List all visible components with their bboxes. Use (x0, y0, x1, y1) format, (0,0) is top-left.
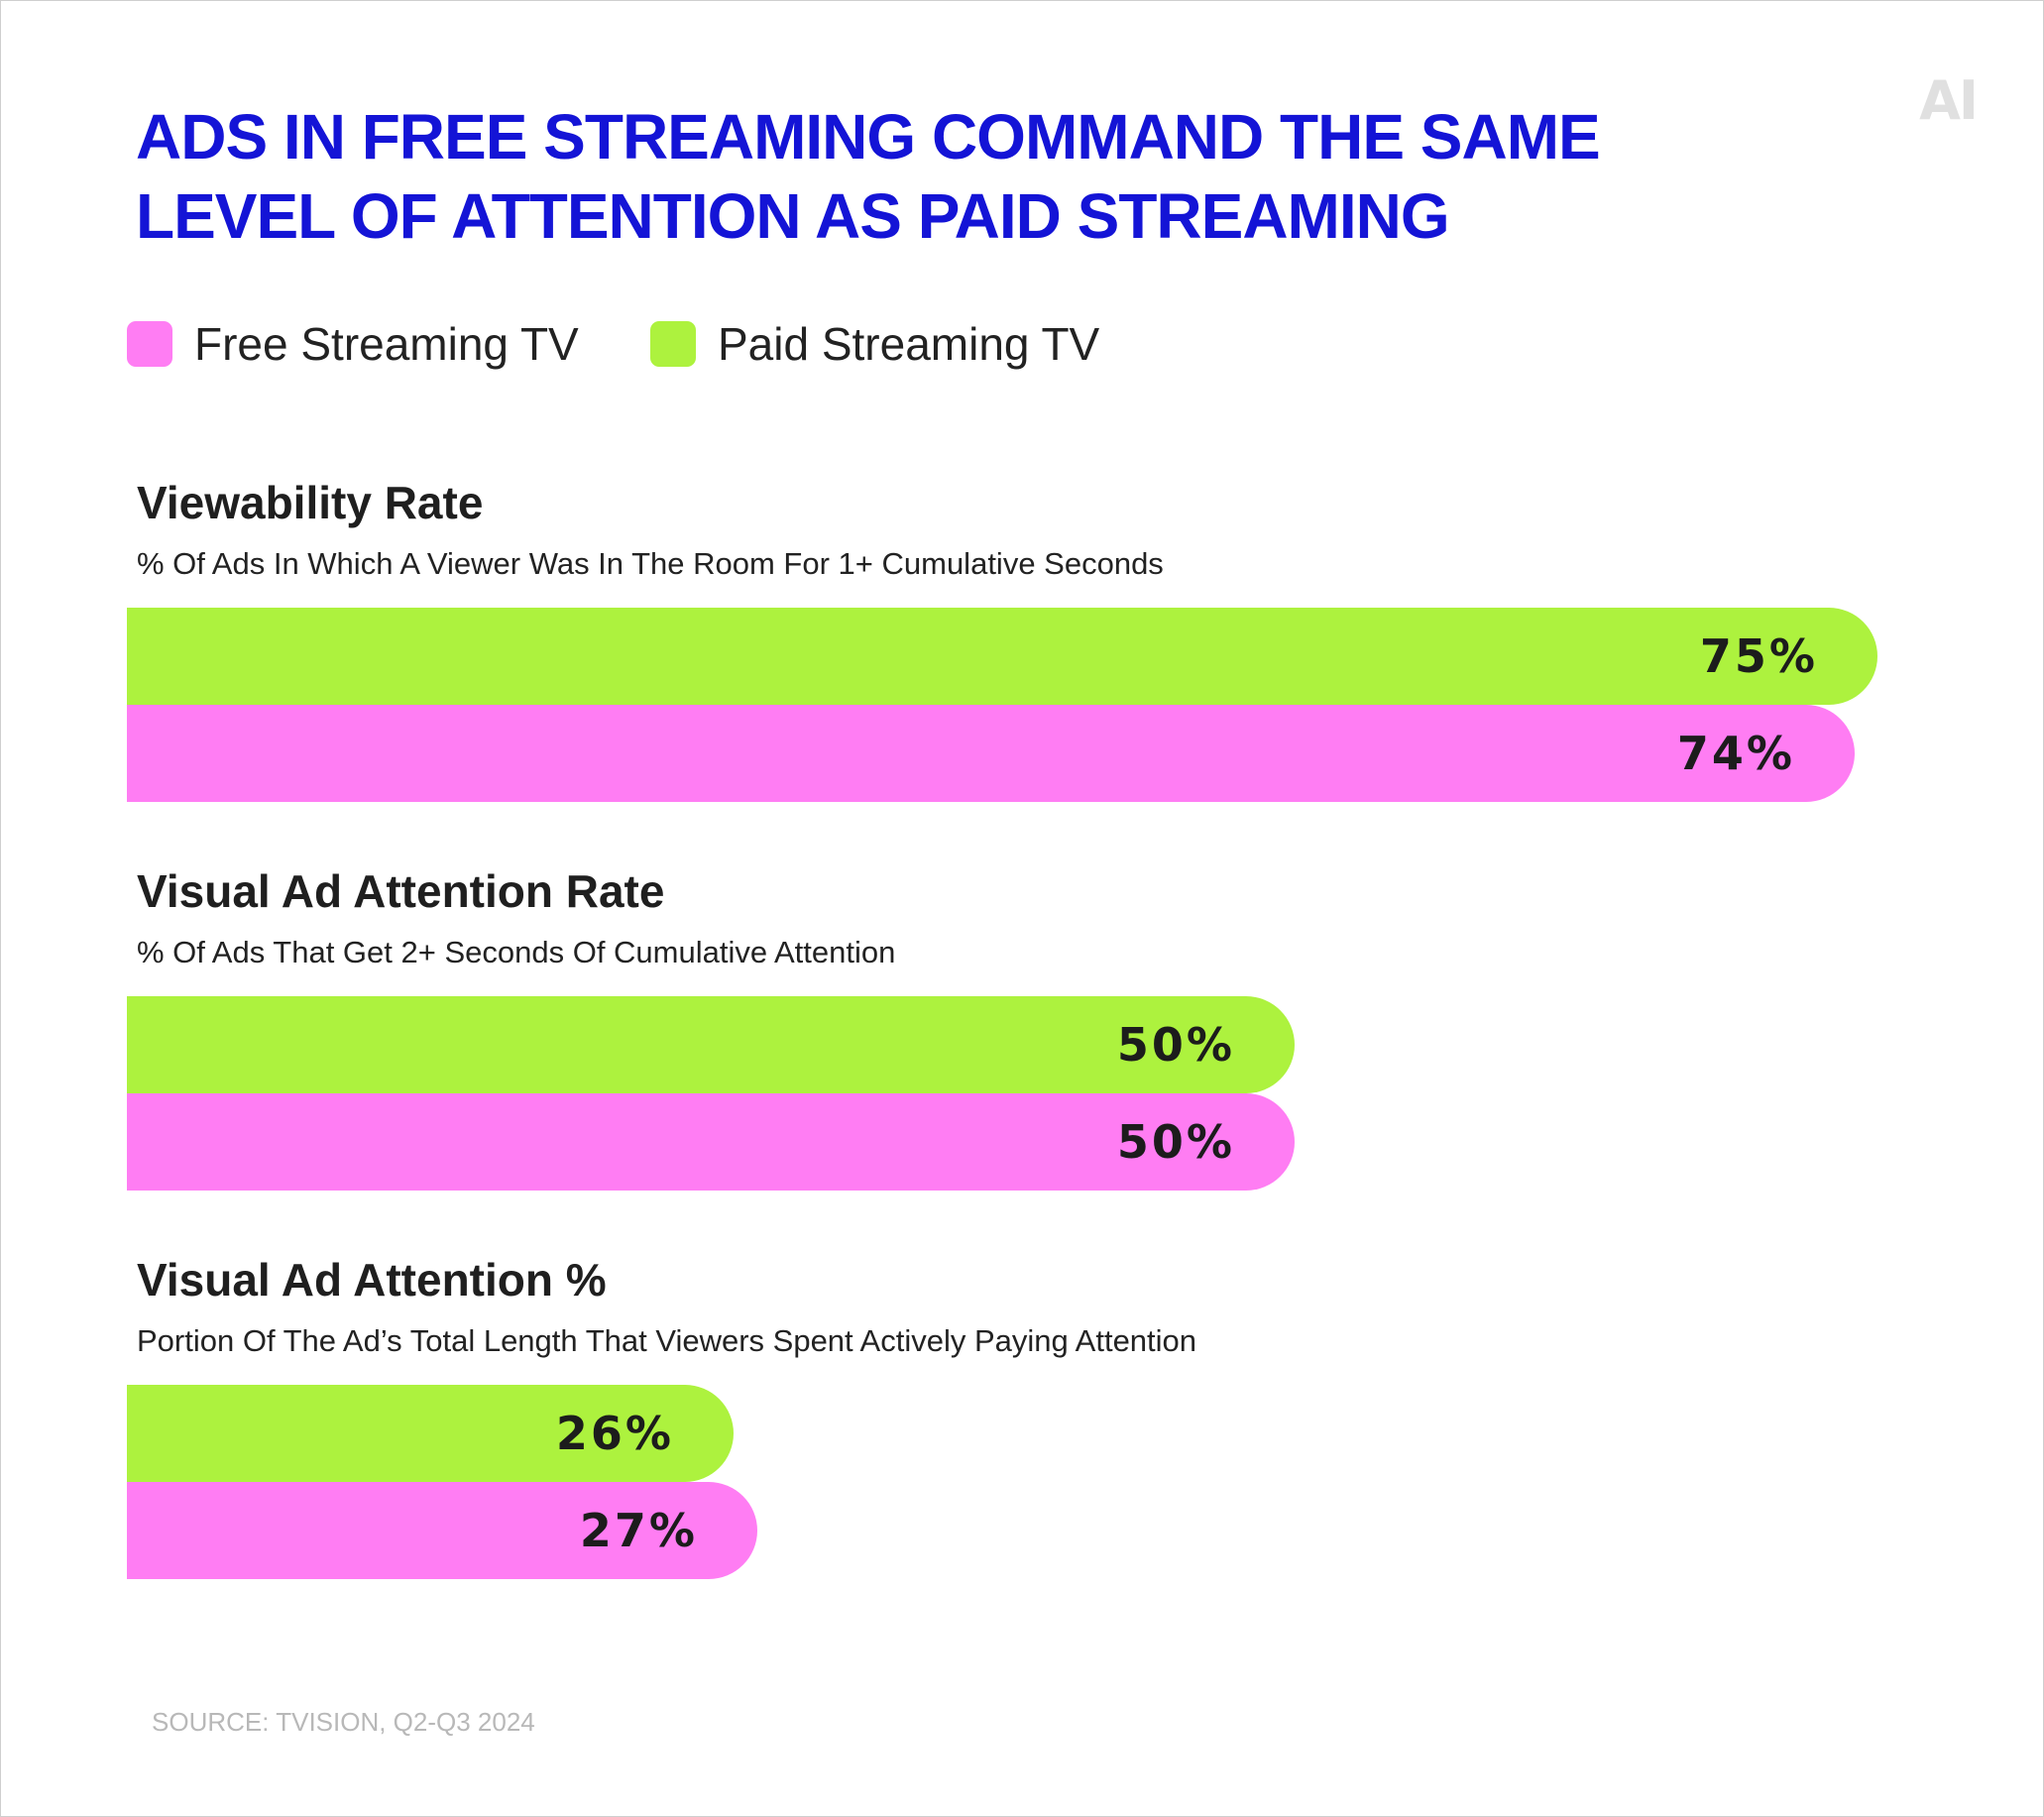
chart-title-line-1: ADS IN FREE STREAMING COMMAND THE SAME (136, 101, 1601, 172)
panel-title-viewability-rate: Viewability Rate (137, 477, 484, 528)
chart-title-line-2: LEVEL OF ATTENTION AS PAID STREAMING (136, 180, 1450, 252)
legend-swatch-paid (650, 321, 696, 367)
bar-value-label: 75% (1699, 629, 1818, 683)
bar-viewability-rate-paid: 75% (127, 608, 1877, 705)
bar-value-label: 50% (1116, 1115, 1235, 1169)
chart-title: ADS IN FREE STREAMING COMMAND THE SAME L… (136, 97, 1623, 256)
legend-item-paid: Paid Streaming TV (650, 317, 1099, 371)
panel-subtitle-visual-ad-attention-rate: % Of Ads That Get 2+ Seconds Of Cumulati… (137, 935, 896, 969)
legend-label-free: Free Streaming TV (194, 318, 579, 370)
bar-value-label: 74% (1676, 727, 1795, 780)
brand-logo: AI (1919, 69, 1979, 132)
panel-title-visual-ad-attention-pct: Visual Ad Attention % (137, 1254, 607, 1306)
bar-value-label: 27% (579, 1504, 698, 1557)
source-note: SOURCE: TVISION, Q2-Q3 2024 (152, 1707, 535, 1737)
panel-subtitle-visual-ad-attention-pct: Portion Of The Ad’s Total Length That Vi… (137, 1323, 1197, 1358)
bar-value-label: 26% (555, 1407, 674, 1460)
bar-visual-ad-attention-pct-paid: 26% (127, 1385, 734, 1482)
bar-value-label: 50% (1116, 1018, 1235, 1072)
legend-swatch-free (127, 321, 172, 367)
panel-title-visual-ad-attention-rate: Visual Ad Attention Rate (137, 865, 665, 917)
legend-label-paid: Paid Streaming TV (718, 318, 1100, 370)
panel-subtitle-viewability-rate: % Of Ads In Which A Viewer Was In The Ro… (137, 546, 1164, 581)
bar-visual-ad-attention-rate-paid: 50% (127, 996, 1295, 1093)
legend-item-free: Free Streaming TV (127, 317, 579, 371)
bar-visual-ad-attention-pct-free: 27% (127, 1482, 757, 1579)
bar-visual-ad-attention-rate-free: 50% (127, 1093, 1295, 1191)
bar-viewability-rate-free: 74% (127, 705, 1855, 802)
